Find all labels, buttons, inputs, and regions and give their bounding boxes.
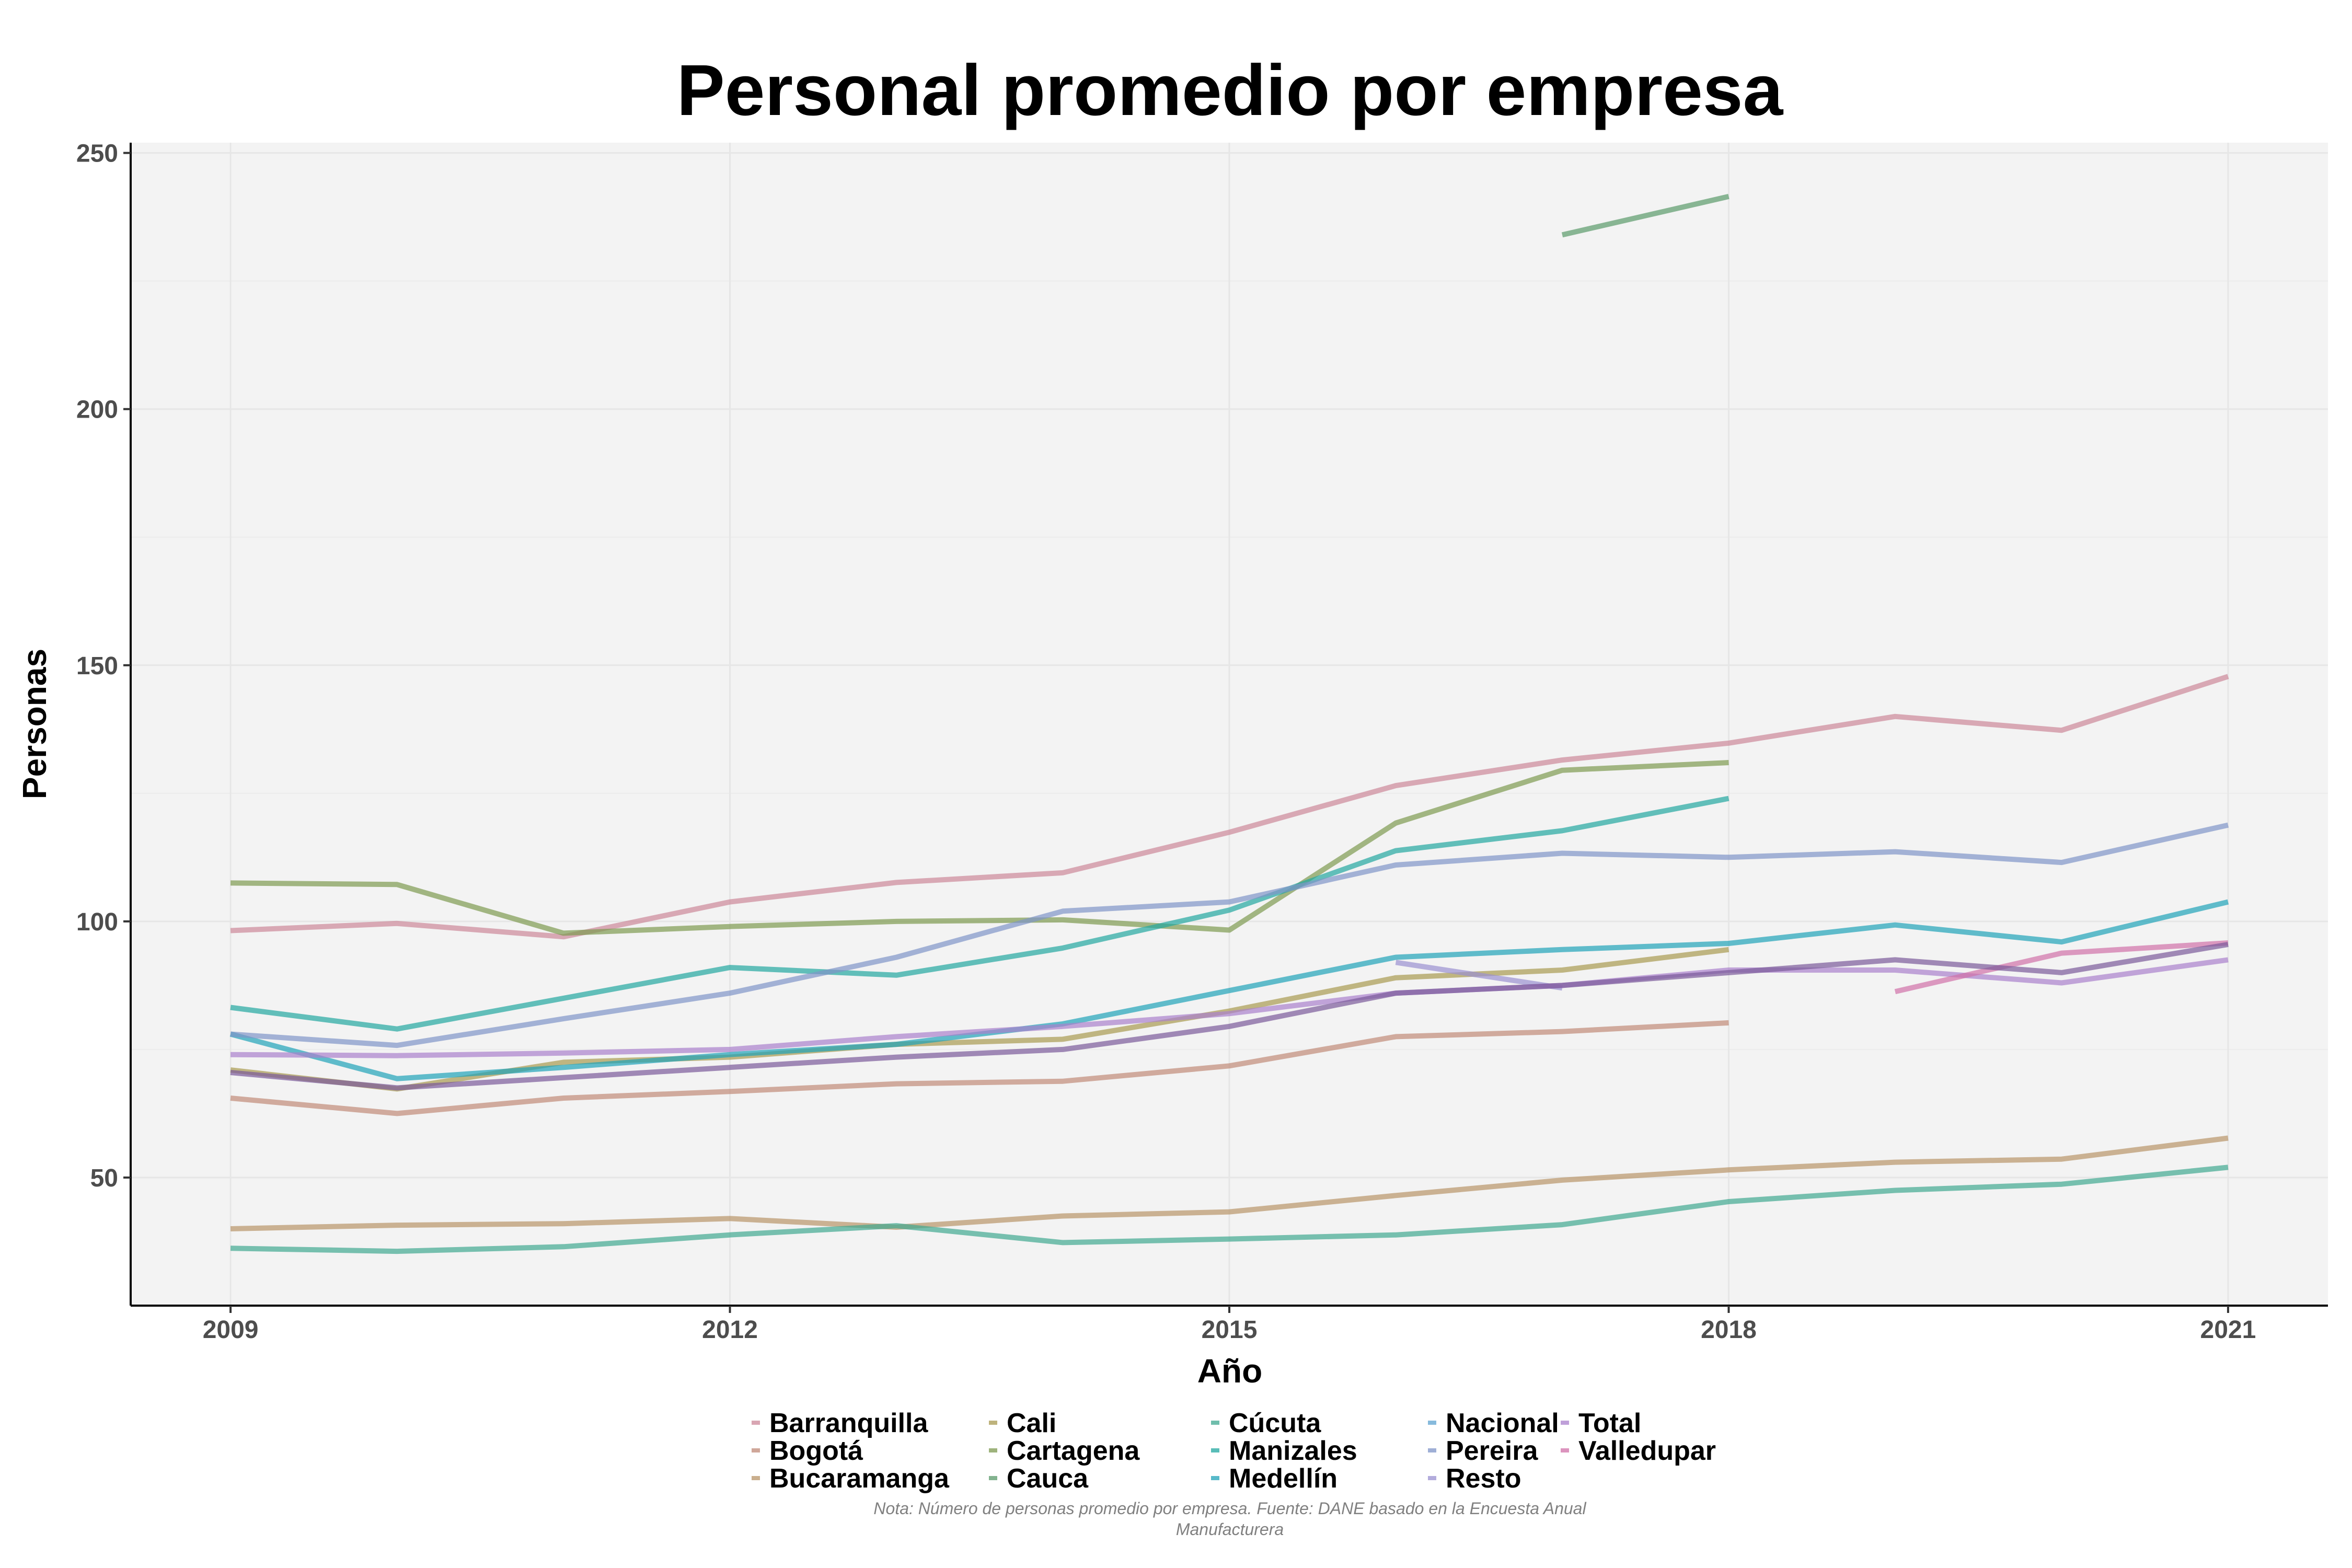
series-lines: [229, 194, 2229, 1254]
legend-label: Resto: [1446, 1463, 1521, 1494]
series-line-13: [1894, 940, 2229, 995]
x-tick-label: 2018: [1701, 1316, 1757, 1344]
legend-label: Cúcuta: [1229, 1408, 1321, 1438]
legend-label: Cartagena: [1007, 1436, 1140, 1466]
y-tick-label: 100: [76, 908, 118, 936]
legend-label: Cali: [1007, 1408, 1056, 1438]
source-note: Nota: Número de personas promedio por em…: [873, 1499, 1586, 1518]
series-line-2: [230, 1135, 2229, 1231]
x-tick-label: 2021: [2200, 1316, 2256, 1344]
series-line-1: [230, 1020, 1729, 1116]
series-line-7: [230, 795, 1730, 1032]
legend-label: Nacional: [1446, 1408, 1559, 1438]
axis-ticks: 50 100 150 200 250 2009 2012 2015 2018 2021: [76, 140, 2256, 1344]
x-tick-label: 2009: [203, 1316, 259, 1344]
series-line-14: [230, 942, 2229, 1091]
y-tick-label: 50: [90, 1165, 118, 1192]
x-tick-label: 2012: [702, 1316, 758, 1344]
legend-label: Bogotá: [769, 1436, 863, 1466]
legend-label: Bucaramanga: [769, 1463, 950, 1494]
legend-label: Pereira: [1446, 1436, 1538, 1466]
legend-label: Barranquilla: [769, 1408, 928, 1438]
x-axis-title: Año: [1197, 1352, 1262, 1390]
source-note-line2: Manufacturera: [1176, 1520, 1284, 1539]
legend-label: Manizales: [1229, 1436, 1357, 1466]
y-tick-label: 150: [76, 652, 118, 680]
grid-lines: [131, 143, 2328, 1306]
series-line-0: [230, 674, 2229, 940]
legend-label: Medellín: [1229, 1463, 1338, 1494]
series-line-5: [1561, 194, 1730, 238]
legend-label: Cauca: [1007, 1463, 1089, 1494]
series-line-4: [230, 760, 1729, 936]
x-tick-label: 2015: [1202, 1316, 1258, 1344]
series-line-8: [229, 899, 2229, 1081]
series-line-10: [230, 822, 2229, 1048]
legend-label: Valledupar: [1578, 1436, 1716, 1466]
series-line-6: [230, 1165, 2229, 1254]
y-axis-title: Personas: [16, 649, 53, 799]
y-tick-label: 200: [76, 396, 118, 424]
legend-label: Total: [1578, 1408, 1641, 1438]
y-tick-label: 250: [76, 140, 118, 168]
series-line-11: [1395, 960, 1563, 991]
series-line-12: [230, 957, 2229, 1058]
chart-title: Personal promedio por empresa: [677, 50, 1784, 131]
